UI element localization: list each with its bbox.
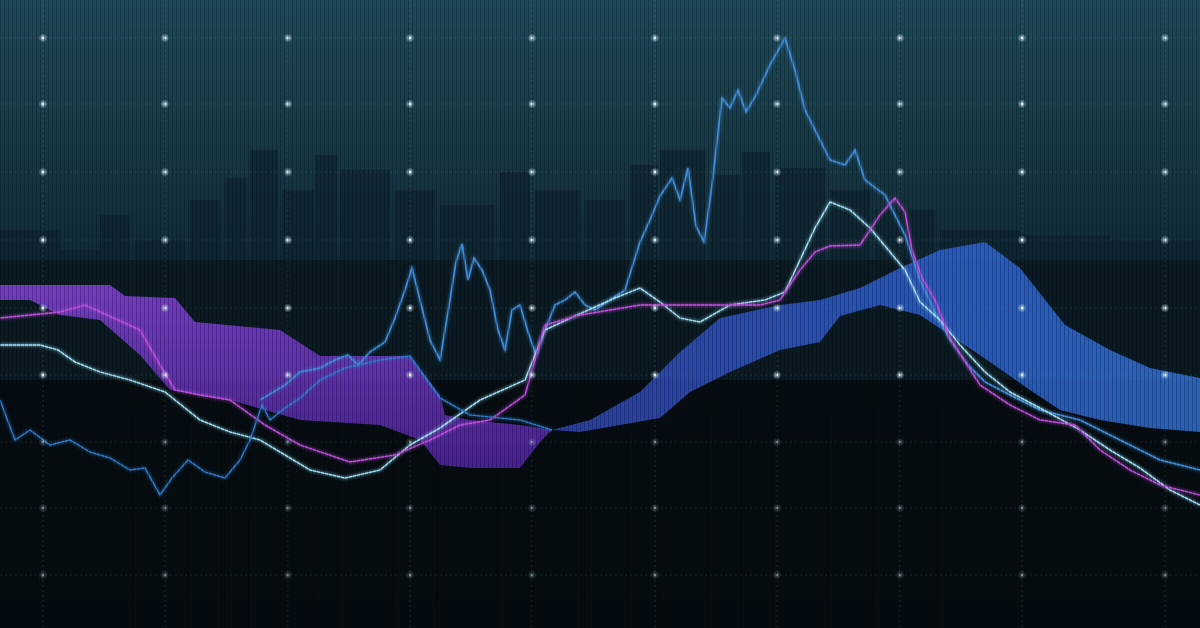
- scene: [0, 0, 1200, 628]
- scene-canvas: [0, 0, 1200, 628]
- scanline-overlay: [0, 0, 1200, 628]
